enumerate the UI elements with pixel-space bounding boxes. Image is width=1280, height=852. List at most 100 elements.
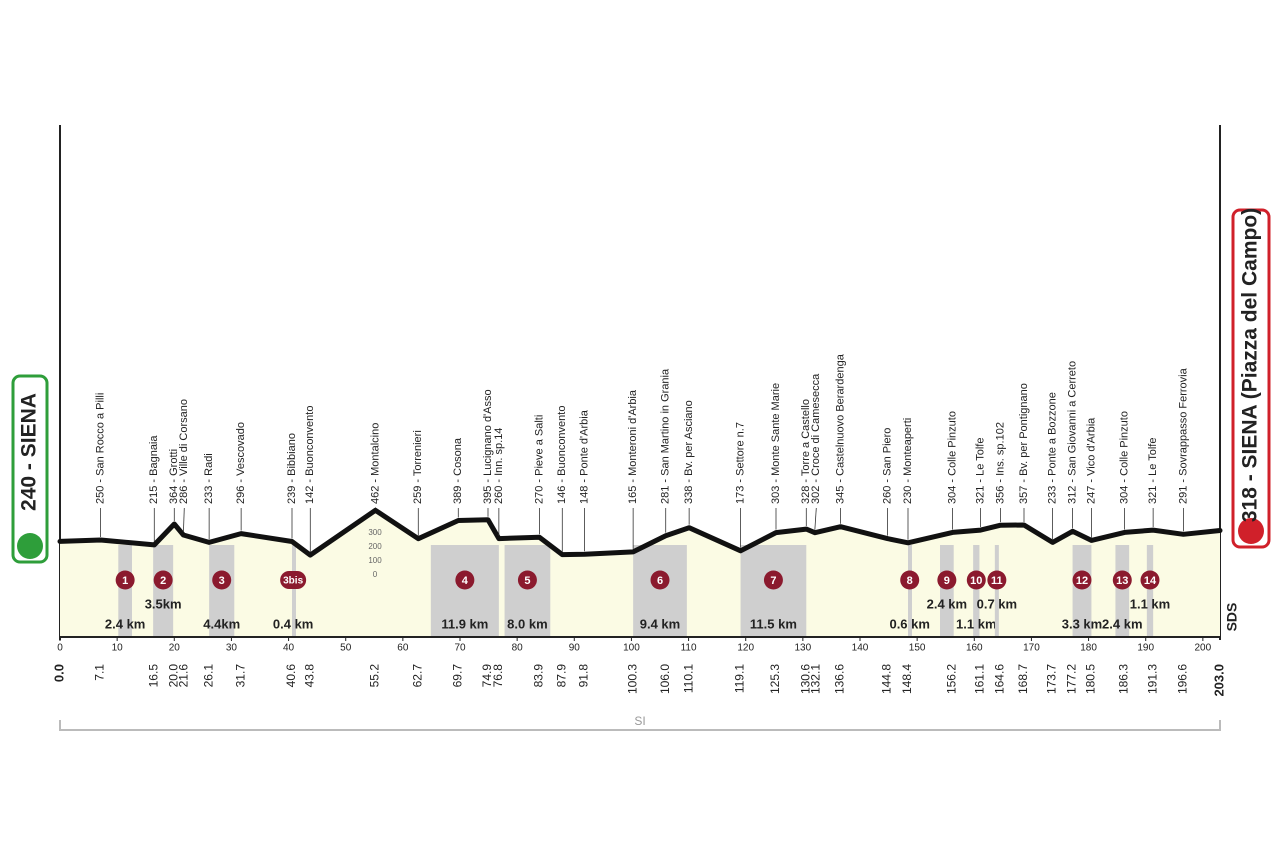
waypoint-label: 173 - Settore n.7 [734, 422, 746, 504]
waypoint-label: 389 - Cosona [452, 437, 464, 504]
sector-number: 11 [991, 575, 1003, 587]
sector [504, 545, 551, 637]
finish-icon [1238, 518, 1264, 544]
waypoint-km: 55.2 [368, 664, 382, 688]
waypoint-km: 168.7 [1016, 664, 1030, 694]
profile-line [57, 507, 1223, 558]
sector [908, 545, 912, 637]
waypoint-tick [183, 507, 185, 532]
sector-badge [763, 570, 783, 590]
sector [292, 545, 296, 637]
waypoint-km: 21.6 [176, 664, 190, 688]
x-tick-label: 60 [397, 643, 409, 654]
waypoint-label: 142 - Buonconvento [304, 406, 316, 504]
x-tick-label: 130 [795, 643, 812, 654]
sector-number: 9 [944, 575, 950, 587]
sector-length: 0.4 km [273, 616, 313, 631]
sector [633, 545, 687, 637]
waypoint-label: 148 - Ponte d'Arbia [578, 409, 590, 504]
waypoint-label: 247 - Vico d'Arbia [1085, 417, 1097, 504]
sector-badge [517, 570, 537, 590]
x-tick-label: 120 [737, 643, 754, 654]
sector [973, 545, 980, 637]
sector-number: 10 [970, 575, 982, 587]
x-tick-label: 10 [112, 643, 124, 654]
x-tick-label: 50 [340, 643, 352, 654]
x-tick-label: 200 [1195, 643, 1212, 654]
x-tick-label: 150 [909, 643, 926, 654]
waypoint-label: 281 - San Martino in Grania [660, 368, 672, 504]
sector-number: 7 [770, 575, 776, 587]
sector-length: 4.4km [203, 616, 240, 631]
sector-badge [937, 570, 957, 590]
waypoint-label: 250 - San Rocco a Pilli [94, 393, 106, 504]
waypoint-label: 357 - Bv. per Pontignano [1018, 383, 1030, 504]
waypoint-km: 26.1 [201, 664, 215, 688]
waypoint-km: 136.6 [833, 664, 847, 694]
sector-badge [1072, 570, 1092, 590]
waypoint-label: 260 - Inn. sp.14 [493, 428, 505, 504]
x-tick-label: 170 [1023, 643, 1040, 654]
y-tick-label: 100 [368, 556, 382, 565]
waypoint-km: 180.5 [1084, 664, 1098, 694]
waypoint-label: 345 - Castelnuovo Berardenga [834, 353, 846, 504]
waypoint-label: 364 - Grotti [168, 449, 180, 504]
sector-length: 11.5 km [750, 616, 797, 631]
waypoint-label: 302 - Croce di Camesecca [810, 373, 822, 504]
waypoint-label: 230 - Monteaperti [902, 418, 914, 504]
waypoint-km: 106.0 [658, 664, 672, 694]
waypoint-label: 356 - Ins. sp.102 [994, 422, 1006, 504]
waypoint-label: 146 - Buonconvento [556, 406, 568, 504]
x-tick-label: 180 [1080, 643, 1097, 654]
waypoint-km: 69.7 [450, 664, 464, 688]
waypoint-label: 304 - Colle Pinzuto [946, 411, 958, 504]
bracket [59, 720, 1221, 731]
sector [1115, 545, 1130, 637]
sector-number: 12 [1076, 575, 1088, 587]
waypoint-km: 40.6 [284, 664, 298, 688]
start-km: 0.0 [51, 664, 66, 682]
waypoint-km: 186.3 [1117, 664, 1131, 694]
waypoint-km: 173.7 [1045, 664, 1059, 694]
sector-length: 1.1 km [1130, 596, 1170, 611]
waypoint-label: 259 - Torrenieri [412, 430, 424, 504]
waypoint-label: 270 - Pieve a Salti [533, 415, 545, 504]
waypoint-km: 16.5 [146, 664, 160, 688]
waypoint-km: 132.1 [808, 664, 822, 694]
waypoint-km: 43.8 [302, 664, 316, 688]
x-tick-label: 190 [1137, 643, 1154, 654]
waypoint-km: 156.2 [945, 664, 959, 694]
sector-number: 14 [1144, 575, 1157, 587]
waypoint-km: 164.6 [993, 664, 1007, 694]
finish-label: 318 - SIENA (Piazza del Campo) [1239, 208, 1262, 522]
waypoint-label: 215 - Bagnaia [148, 435, 160, 504]
sector-length: 8.0 km [507, 616, 547, 631]
waypoint-label: 321 - Le Tolfe [974, 438, 986, 504]
sector [940, 545, 954, 637]
sector-number: 6 [657, 575, 663, 587]
waypoint-km: 144.8 [880, 664, 894, 694]
sector-length: 9.4 km [640, 616, 680, 631]
waypoint-label: 303 - Monte Sante Marie [770, 383, 782, 504]
x-tick-label: 0 [57, 643, 63, 654]
waypoint-label: 462 - Montalcino [369, 423, 381, 504]
waypoint-label: 233 - Radi [203, 453, 215, 504]
sector-badge [987, 570, 1007, 590]
sector-length: 11.9 km [441, 616, 488, 631]
sector-badge [153, 570, 173, 590]
sector-badge [966, 570, 986, 590]
waypoint-label: 328 - Torre a Castello [800, 399, 812, 504]
waypoint-km: 161.1 [973, 664, 987, 694]
sector-badge [650, 570, 670, 590]
sector-badge [115, 570, 135, 590]
waypoint-km: 177.2 [1065, 664, 1079, 694]
start-box [11, 374, 49, 564]
sector [209, 545, 235, 637]
waypoint-km: 196.6 [1176, 664, 1190, 694]
waypoint-km: 119.1 [733, 664, 747, 693]
finish-box [1231, 208, 1271, 549]
x-tick-label: 30 [226, 643, 238, 654]
waypoint-km: 125.3 [768, 664, 782, 694]
sector-length: 0.6 km [889, 616, 929, 631]
waypoint-km: 130.6 [798, 664, 812, 694]
